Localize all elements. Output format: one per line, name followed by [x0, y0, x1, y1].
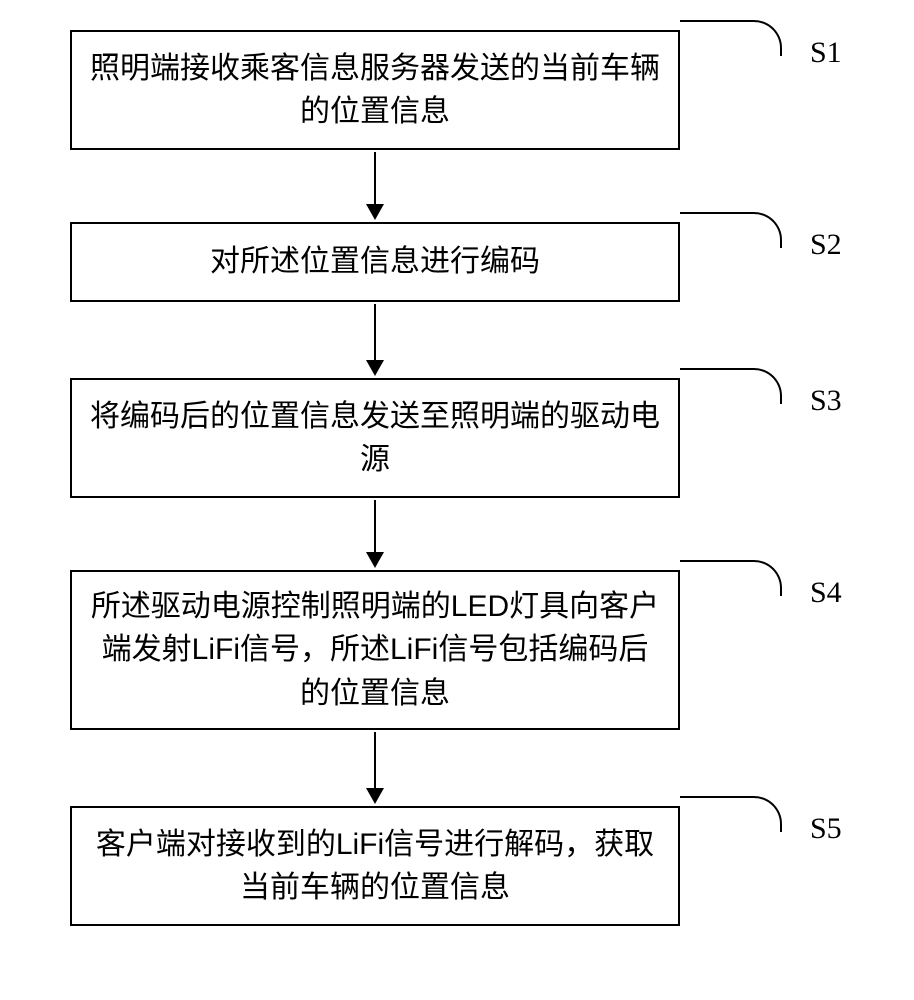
arrow-line-3 — [374, 500, 376, 552]
step-box-2: 对所述位置信息进行编码 — [70, 222, 680, 302]
flowchart-canvas: 照明端接收乘客信息服务器发送的当前车辆的位置信息 对所述位置信息进行编码 将编码… — [0, 0, 914, 1000]
step-label-2: S2 — [810, 228, 842, 262]
step-text: 将编码后的位置信息发送至照明端的驱动电源 — [88, 395, 662, 482]
arrow-line-1 — [374, 152, 376, 204]
step-text: 所述驱动电源控制照明端的LED灯具向客户端发射LiFi信号，所述LiFi信号包括… — [88, 585, 662, 716]
step-label-4: S4 — [810, 576, 842, 610]
step-text: 照明端接收乘客信息服务器发送的当前车辆的位置信息 — [88, 47, 662, 134]
step-box-1: 照明端接收乘客信息服务器发送的当前车辆的位置信息 — [70, 30, 680, 150]
connector-3 — [680, 368, 782, 404]
step-label-1: S1 — [810, 36, 842, 70]
connector-2 — [680, 212, 782, 248]
step-text: 客户端对接收到的LiFi信号进行解码，获取当前车辆的位置信息 — [88, 823, 662, 910]
arrow-head-2 — [366, 360, 384, 376]
step-label-3: S3 — [810, 384, 842, 418]
arrow-line-2 — [374, 304, 376, 360]
connector-5 — [680, 796, 782, 832]
connector-1 — [680, 20, 782, 56]
step-label-5: S5 — [810, 812, 842, 846]
step-box-3: 将编码后的位置信息发送至照明端的驱动电源 — [70, 378, 680, 498]
arrow-line-4 — [374, 732, 376, 788]
arrow-head-3 — [366, 552, 384, 568]
arrow-head-4 — [366, 788, 384, 804]
step-text: 对所述位置信息进行编码 — [210, 240, 540, 284]
arrow-head-1 — [366, 204, 384, 220]
step-box-4: 所述驱动电源控制照明端的LED灯具向客户端发射LiFi信号，所述LiFi信号包括… — [70, 570, 680, 730]
connector-4 — [680, 560, 782, 596]
step-box-5: 客户端对接收到的LiFi信号进行解码，获取当前车辆的位置信息 — [70, 806, 680, 926]
